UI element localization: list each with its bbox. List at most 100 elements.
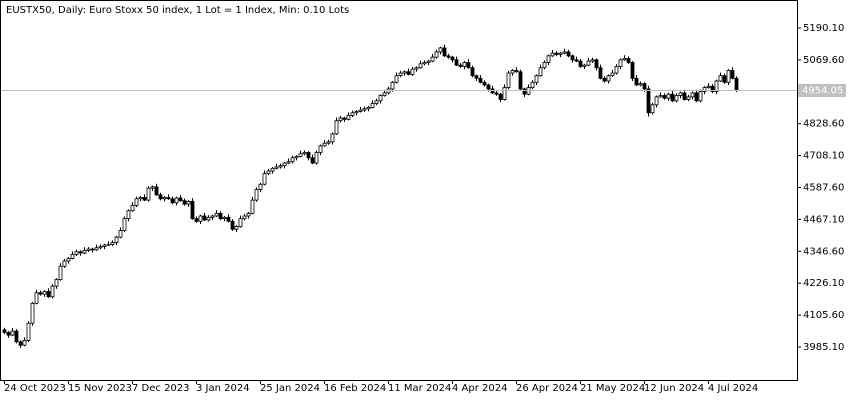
candle-body xyxy=(186,201,191,205)
candle-body xyxy=(514,69,519,73)
candle-body xyxy=(206,216,211,221)
candle-body xyxy=(14,330,19,343)
candle-body xyxy=(142,197,147,201)
candle-body xyxy=(382,92,387,96)
x-tick-label: 3 Jan 2024 xyxy=(196,383,250,394)
candle-body xyxy=(350,112,355,116)
candle-body xyxy=(122,218,127,231)
candle-body xyxy=(98,246,103,249)
y-tick-label: 4467.10 xyxy=(803,214,844,225)
x-tick-label: 25 Jan 2024 xyxy=(260,383,320,394)
candle-body xyxy=(78,251,83,254)
candle-body xyxy=(430,56,435,62)
candle-body xyxy=(162,197,167,200)
candle-body xyxy=(74,251,79,255)
y-tick-label: 3985.10 xyxy=(803,342,844,353)
candle-body xyxy=(414,67,419,70)
candle-body xyxy=(458,64,463,67)
candle-body xyxy=(262,173,267,185)
candle-body xyxy=(562,51,567,54)
candle-body xyxy=(154,186,159,196)
x-tick-label: 11 Mar 2024 xyxy=(388,383,451,394)
x-tick-label: 12 Jun 2024 xyxy=(644,383,704,394)
candle-body xyxy=(266,170,271,175)
candle-body xyxy=(410,68,415,75)
candle-body xyxy=(282,162,287,167)
candle-body xyxy=(94,247,99,251)
candle-body xyxy=(474,75,479,79)
candle-body xyxy=(534,75,539,83)
y-tick-label: 5069.60 xyxy=(803,55,844,66)
candle-body xyxy=(726,69,731,83)
candle-body xyxy=(438,47,443,53)
candle-body xyxy=(718,75,723,82)
candle-body xyxy=(338,117,343,122)
candle-body xyxy=(158,194,163,200)
y-tick-label: 4587.60 xyxy=(803,183,844,194)
candle-body xyxy=(242,215,247,220)
candle-body xyxy=(138,197,143,200)
current-price-box xyxy=(798,83,846,97)
candle-body xyxy=(90,248,95,251)
candle-body xyxy=(30,302,35,324)
candle-body xyxy=(290,157,295,163)
y-tick-label: 4708.10 xyxy=(803,151,844,162)
candle-body xyxy=(666,93,671,99)
candle-body xyxy=(110,242,115,245)
candle-body xyxy=(130,205,135,212)
candle-body xyxy=(546,55,551,63)
candle-body xyxy=(542,62,547,69)
current-price-label: 4954.05 xyxy=(802,85,843,96)
candle-body xyxy=(422,62,427,65)
candle-body xyxy=(450,56,455,61)
candle-body xyxy=(702,87,707,92)
candle-body xyxy=(550,52,555,57)
candle-body xyxy=(710,85,715,92)
candle-body xyxy=(682,92,687,100)
candle-body xyxy=(322,142,327,147)
candle-body xyxy=(166,197,171,200)
candle-body xyxy=(518,71,523,90)
candle-body xyxy=(198,215,203,222)
candle-body xyxy=(150,186,155,189)
candle-body xyxy=(642,83,647,90)
candle-body xyxy=(10,330,15,336)
candle-body xyxy=(58,265,63,280)
candle-body xyxy=(222,216,227,220)
candle-body xyxy=(610,72,615,77)
candle-body xyxy=(442,47,447,57)
candle-body xyxy=(398,72,403,77)
candle-body xyxy=(618,59,623,67)
candle-body xyxy=(434,51,439,58)
candle-body xyxy=(38,292,43,295)
x-tick-label: 7 Dec 2023 xyxy=(132,383,190,394)
candle-body xyxy=(622,58,627,61)
candle-body xyxy=(566,51,571,57)
candle-body xyxy=(218,212,223,220)
x-tick-label: 16 Feb 2024 xyxy=(324,383,386,394)
x-tick-label: 4 Jul 2024 xyxy=(708,383,758,394)
candle-body xyxy=(626,58,631,63)
candle-body xyxy=(310,157,315,164)
candle-body xyxy=(706,85,711,89)
x-tick-label: 24 Oct 2023 xyxy=(4,383,66,394)
plot-frame xyxy=(0,0,798,381)
candle-body xyxy=(226,216,231,222)
candle-body xyxy=(346,114,351,120)
candle-body xyxy=(590,59,595,62)
candle-body xyxy=(302,152,307,155)
candle-body xyxy=(70,253,75,259)
candle-body xyxy=(486,84,491,90)
candle-body xyxy=(118,230,123,238)
candle-body xyxy=(522,88,527,95)
candle-body xyxy=(182,200,187,205)
x-tick-label: 21 May 2024 xyxy=(580,383,645,394)
candle-body xyxy=(18,341,23,346)
candle-body xyxy=(454,59,459,66)
candle-body xyxy=(662,95,667,99)
candle-body xyxy=(394,75,399,83)
candle-body xyxy=(362,108,367,111)
candle-body xyxy=(686,96,691,100)
candle-body xyxy=(530,81,535,89)
candle-body xyxy=(230,220,235,230)
